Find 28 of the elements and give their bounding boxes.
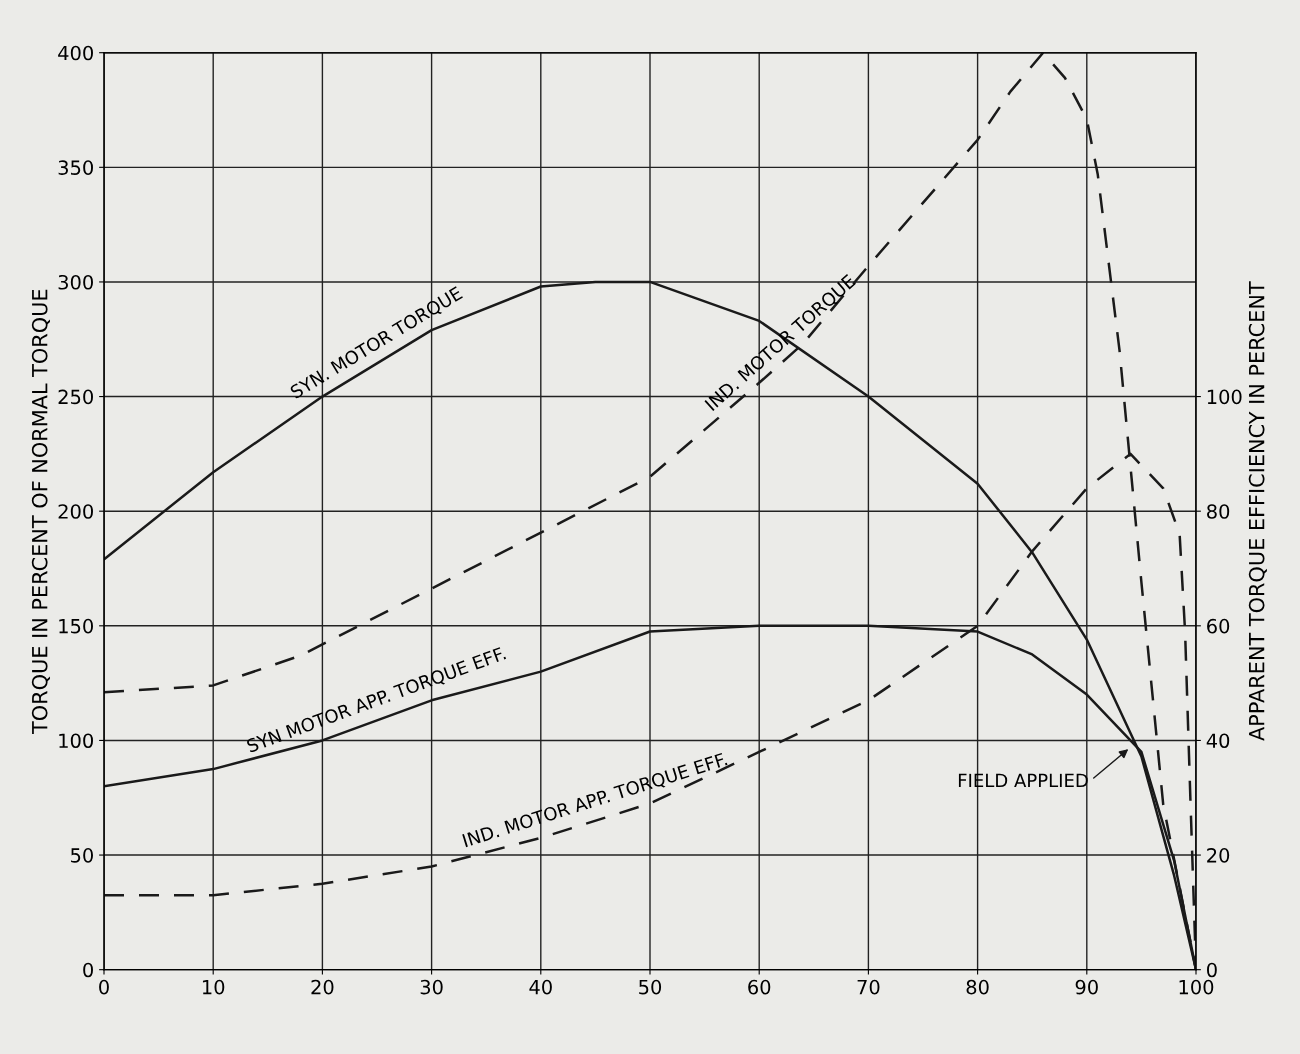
y2-tick-label: 40	[1206, 733, 1230, 749]
x-tick-label: 0	[99, 979, 109, 995]
x-tick-label: 70	[857, 979, 880, 995]
y-tick-label: 300	[58, 274, 93, 290]
y-tick-label: 350	[58, 160, 93, 175]
y2-tick-label: 0	[1207, 962, 1217, 978]
x-tick-label: 80	[966, 979, 989, 995]
y-tick-label: 150	[59, 618, 93, 634]
x-tick-label: 40	[529, 979, 552, 995]
y-tick-label: 100	[59, 733, 93, 749]
x-tick-label: 100	[1179, 979, 1214, 995]
y-tick-label: 50	[71, 848, 93, 863]
x-tick-label: 20	[311, 979, 334, 995]
y2-tick-label: 20	[1207, 848, 1230, 863]
y-tick-label: 200	[58, 504, 93, 519]
y2-tick-label: 60	[1207, 618, 1230, 634]
x-tick-label: 50	[639, 979, 662, 995]
y-axis-title: TORQUE IN PERCENT OF NORMAL TORQUE	[31, 289, 50, 735]
y-tick-label: 0	[83, 962, 93, 978]
y-tick-label: 250	[58, 389, 93, 405]
x-tick-label: 90	[1075, 979, 1098, 995]
y2-axis-title: APPARENT TORQUE EFFICIENCY IN PERCENT	[1248, 281, 1267, 741]
y-tick-label: 400	[58, 45, 93, 61]
x-tick-label: 30	[420, 979, 443, 995]
y2-tick-label: 80	[1207, 504, 1230, 519]
y2-tick-label: 100	[1207, 389, 1242, 405]
x-tick-label: 10	[202, 979, 225, 995]
x-tick-label: 60	[748, 979, 771, 995]
